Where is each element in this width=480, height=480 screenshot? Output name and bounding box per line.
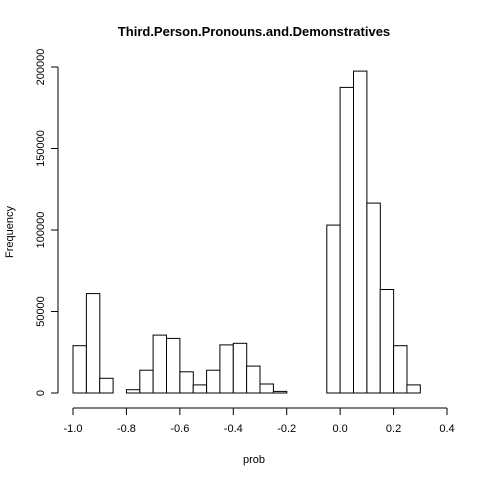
x-tick-label: 0.0: [332, 423, 347, 435]
histogram-bar: [353, 70, 368, 394]
histogram-bar: [99, 377, 114, 394]
histogram-bar: [366, 202, 381, 394]
histogram-bar: [72, 345, 87, 394]
histogram-bar: [139, 369, 154, 394]
x-tick-label: 0.4: [439, 423, 454, 435]
histogram-bar: [166, 337, 181, 394]
histogram-bars: [72, 70, 421, 394]
histogram-bar: [125, 389, 141, 394]
y-tick-label: 150000: [35, 130, 47, 167]
histogram-bar: [272, 390, 288, 394]
x-tick-label: -1.0: [64, 423, 83, 435]
histogram-bar: [232, 342, 248, 394]
y-tick-label: 50000: [35, 296, 47, 327]
histogram-bar: [206, 369, 221, 394]
x-tick-label: 0.2: [386, 423, 401, 435]
histogram-bar: [379, 289, 395, 394]
x-tick-label: -0.2: [277, 423, 296, 435]
histogram-bar: [406, 384, 421, 394]
histogram-bar: [219, 344, 234, 394]
histogram-bar: [393, 345, 408, 394]
x-axis-label: prob: [243, 454, 265, 466]
histogram-bar: [326, 224, 341, 394]
y-axis: 0 50000 100000 150000 200000: [35, 49, 59, 396]
histogram-bar: [179, 371, 194, 394]
y-tick-label: 0: [35, 390, 47, 396]
y-tick-label: 200000: [35, 49, 47, 86]
x-tick-label: -0.8: [117, 423, 136, 435]
y-axis-label: Frequency: [4, 206, 16, 258]
chart-title: Third.Person.Pronouns.and.Demonstratives: [118, 24, 390, 39]
x-tick-label: -0.4: [224, 423, 243, 435]
x-axis: -1.0 -0.8 -0.6 -0.4 -0.2 0.0 0.2 0.4: [64, 407, 455, 435]
histogram-bar: [192, 384, 208, 394]
histogram-bar: [152, 334, 168, 394]
y-tick-label: 100000: [35, 212, 47, 249]
x-tick-label: -0.6: [170, 423, 189, 435]
histogram-bar: [85, 293, 101, 394]
histogram-bar: [246, 365, 261, 394]
histogram-bar: [259, 383, 274, 394]
histogram-bar: [339, 86, 355, 394]
